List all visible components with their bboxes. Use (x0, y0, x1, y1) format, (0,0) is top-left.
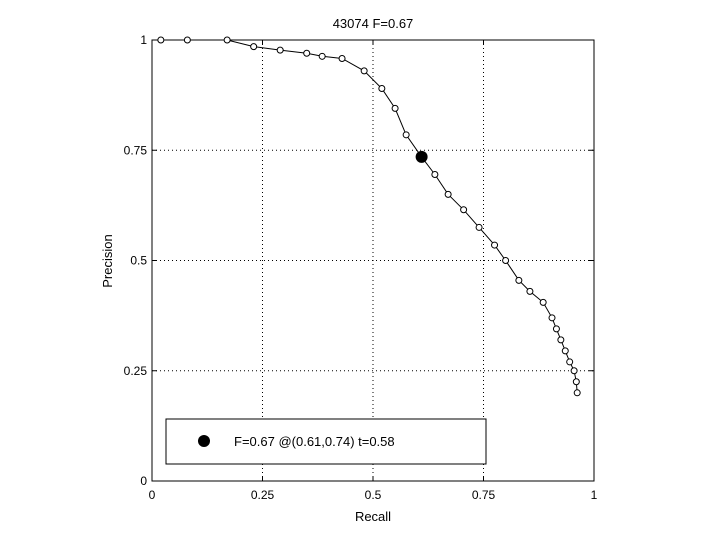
data-point (491, 241, 499, 249)
data-point (460, 206, 468, 214)
data-point (539, 298, 547, 306)
data-point (557, 336, 565, 344)
y-tick-label: 0.5 (130, 254, 147, 268)
x-tick-label: 0.75 (472, 488, 496, 502)
y-tick-label: 0.25 (124, 364, 148, 378)
grid-lines (152, 40, 594, 481)
data-point (552, 325, 560, 333)
x-tick-label: 1 (591, 488, 598, 502)
data-point (223, 36, 231, 44)
y-tick-label: 0.75 (124, 143, 148, 157)
data-point (572, 378, 580, 386)
chart-title: 43074 F=0.67 (333, 16, 414, 31)
data-point (515, 276, 523, 284)
x-tick-label: 0.5 (365, 488, 382, 502)
data-point (250, 43, 258, 51)
series-precision-recall (157, 36, 581, 397)
legend: F=0.67 @(0.61,0.74) t=0.58 (165, 418, 487, 465)
legend-label: F=0.67 @(0.61,0.74) t=0.58 (234, 434, 395, 449)
data-point (444, 190, 452, 198)
y-axis-label: Precision (100, 234, 115, 287)
data-point (573, 389, 581, 397)
data-point (431, 171, 439, 179)
data-point (561, 347, 569, 355)
data-point (276, 46, 284, 54)
highlight-point (415, 150, 428, 163)
data-point (338, 55, 346, 63)
highlight-point-group (415, 150, 428, 163)
x-tick-label: 0.25 (251, 488, 275, 502)
x-tick-label: 0 (149, 488, 156, 502)
data-point (378, 85, 386, 93)
data-point (360, 67, 368, 75)
data-point (318, 52, 326, 60)
data-point (183, 36, 191, 44)
data-point (502, 257, 510, 264)
data-point (157, 36, 165, 44)
y-tick-label: 1 (140, 33, 147, 47)
legend-marker (198, 435, 210, 447)
x-tick-labels: 0 0.25 0.5 0.75 1 (149, 488, 598, 502)
data-point (548, 314, 556, 322)
data-point (526, 287, 534, 295)
data-point (402, 131, 410, 139)
data-point (391, 104, 399, 112)
x-axis-label: Recall (355, 509, 391, 524)
data-point (570, 367, 578, 375)
data-point (303, 49, 311, 57)
y-tick-labels: 0 0.25 0.5 0.75 1 (124, 33, 148, 488)
y-tick-label: 0 (140, 474, 147, 488)
axis-ticks (151, 39, 595, 482)
data-point (566, 358, 574, 366)
legend-box (165, 418, 487, 465)
data-point (475, 223, 483, 231)
